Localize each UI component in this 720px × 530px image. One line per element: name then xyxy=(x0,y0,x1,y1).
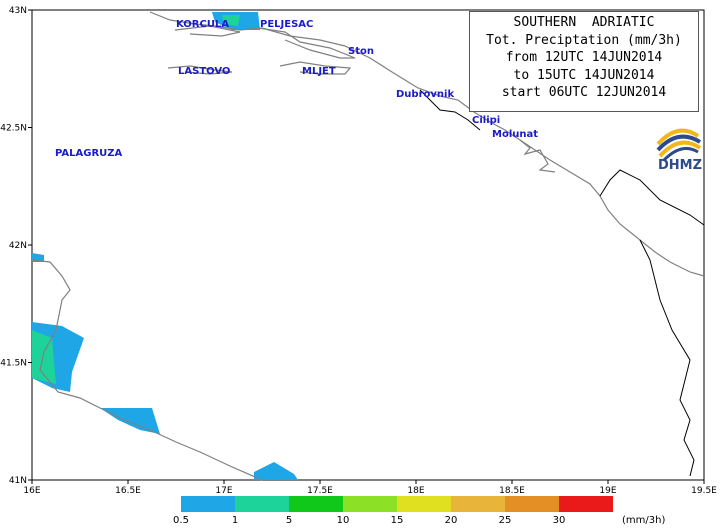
place-dubrovnik: Dubrovnik xyxy=(396,89,454,100)
legend-swatch xyxy=(289,496,343,512)
place-peljesac: PELJESAC xyxy=(260,19,313,30)
title-from: from 12UTC 14JUN2014 xyxy=(505,50,663,65)
legend-label: 10 xyxy=(337,515,350,526)
precip-area-korcula-inner xyxy=(222,15,240,26)
place-mljet: MLJET xyxy=(302,66,336,77)
x-tick-label: 17.5E xyxy=(307,486,333,496)
legend-label: 20 xyxy=(445,515,458,526)
title-to: to 15UTC 14JUN2014 xyxy=(513,67,655,83)
precip-legend: 0.5 1 5 10 15 20 25 30 xyxy=(173,496,613,526)
precip-area-south-2 xyxy=(254,462,298,480)
y-tick-label: 43N xyxy=(9,6,27,16)
y-tick-label: 41.5N xyxy=(0,359,27,369)
x-tick-label: 19.5E xyxy=(691,486,717,496)
coastline-italy xyxy=(31,259,263,481)
x-tick-label: 19E xyxy=(599,486,616,496)
dhmz-swirl-logo xyxy=(656,128,702,162)
borders xyxy=(419,89,705,477)
x-axis: 16E 16.5E 17E 17.5E 18E 18.5E 19E 19.5E xyxy=(23,480,717,496)
y-tick-label: 42.5N xyxy=(0,124,27,134)
title-box: SOUTHERN ADRIATIC Tot. Preciptation (mm/… xyxy=(469,11,699,112)
y-tick-label: 42N xyxy=(9,241,27,251)
coastlines xyxy=(31,11,705,481)
y-axis: 43N 42.5N 42N 41.5N 41N xyxy=(0,6,32,486)
legend-swatch xyxy=(343,496,397,512)
x-tick-label: 16.5E xyxy=(115,486,141,496)
title-variable: Tot. Preciptation (mm/3h) xyxy=(486,32,682,48)
title-region: SOUTHERN ADRIATIC xyxy=(513,15,655,30)
title-start: start 06UTC 12JUN2014 xyxy=(501,85,667,100)
legend-swatch xyxy=(505,496,559,512)
border-montenegro-albania xyxy=(639,239,695,477)
place-cilipi: Cilipi xyxy=(472,115,500,126)
island-peljesac xyxy=(257,27,356,59)
place-labels: KORCULA PELJESAC Ston LASTOVO MLJET Dubr… xyxy=(55,19,538,159)
island-lastovo xyxy=(167,65,233,75)
place-palagruza: PALAGRUZA xyxy=(55,148,123,159)
x-tick-label: 18.5E xyxy=(499,486,525,496)
place-ston: Ston xyxy=(348,46,374,57)
place-lastovo: LASTOVO xyxy=(178,66,230,77)
x-tick-label: 17E xyxy=(215,486,232,496)
place-korcula: KORCULA xyxy=(176,19,229,30)
legend-label: 25 xyxy=(499,515,512,526)
x-tick-label: 18E xyxy=(407,486,424,496)
legend-swatch xyxy=(451,496,505,512)
border-croatia-bih xyxy=(419,89,481,131)
legend-label: 5 xyxy=(286,515,292,526)
y-tick-label: 41N xyxy=(9,476,27,486)
legend-swatch xyxy=(397,496,451,512)
place-molunat: Molunat xyxy=(492,129,538,140)
legend-swatch xyxy=(181,496,235,512)
x-tick-label: 16E xyxy=(23,486,40,496)
island-mljet xyxy=(279,61,352,75)
legend-label: 15 xyxy=(391,515,404,526)
precip-area-west-2-inner xyxy=(32,330,56,384)
legend-swatch xyxy=(559,496,613,512)
legend-label: 1 xyxy=(232,515,238,526)
legend-label: 30 xyxy=(553,515,566,526)
legend-label: 0.5 xyxy=(173,515,189,526)
montenegro-bays xyxy=(519,139,556,173)
legend-unit: (mm/3h) xyxy=(622,515,665,526)
border-montenegro-east xyxy=(599,169,705,226)
logo-text: DHMZ xyxy=(657,158,703,173)
legend-swatch xyxy=(235,496,289,512)
island-korcula xyxy=(174,25,241,37)
